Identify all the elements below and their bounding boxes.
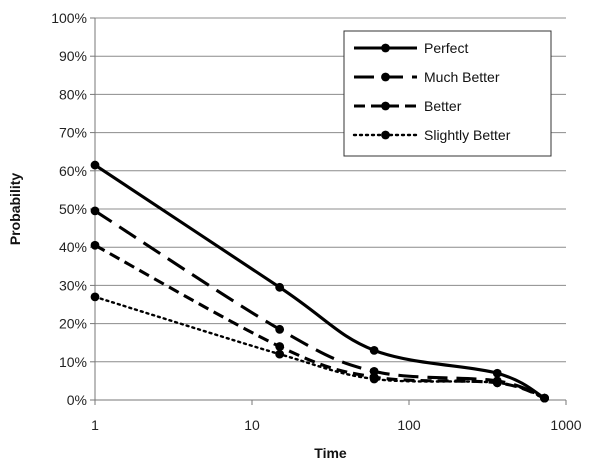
legend-marker-3 [381, 101, 390, 111]
x-tick-label: 1000 [550, 417, 581, 433]
series-4-point-4 [492, 378, 502, 388]
series-4-point-5 [540, 393, 549, 403]
y-axis-title: Probability [7, 173, 23, 246]
legend-marker-2 [381, 72, 390, 82]
legend-marker-4 [381, 130, 390, 140]
y-tick-label: 70% [59, 125, 87, 141]
legend: Perfect Much Better Better Slightly Better [343, 30, 552, 157]
y-tick-label: 100% [51, 10, 87, 26]
series-4-point-1 [90, 292, 100, 302]
y-tick-label: 20% [59, 316, 87, 332]
series-1-point-3 [369, 345, 379, 355]
series-lines [90, 160, 549, 403]
x-axis-title: Time [314, 445, 347, 461]
series-1-point-4 [492, 368, 502, 378]
y-tick-label: 40% [59, 239, 87, 255]
legend-label-4: Slightly Better [424, 127, 511, 143]
y-tick-label: 80% [59, 86, 87, 102]
x-tick-label: 100 [397, 417, 421, 433]
series-2-point-1 [90, 206, 100, 216]
y-tick-label: 0% [67, 392, 87, 408]
series-line-3 [94, 243, 546, 400]
y-tick-label: 30% [59, 277, 87, 293]
y-tick-label: 90% [59, 48, 87, 64]
series-1-point-2 [275, 282, 285, 292]
y-tick-label: 10% [59, 354, 87, 370]
series-4-point-3 [369, 374, 379, 384]
legend-label-1: Perfect [424, 40, 468, 56]
series-line-4 [93, 295, 546, 400]
series-2-point-2 [275, 324, 285, 334]
legend-label-2: Much Better [424, 69, 500, 85]
x-tick-label: 1 [91, 417, 99, 433]
y-tick-label: 60% [59, 163, 87, 179]
series-4-point-2 [275, 349, 285, 359]
x-tick-label: 10 [244, 417, 260, 433]
series-3-point-1 [90, 240, 100, 250]
series-3-point-2 [275, 342, 285, 351]
legend-marker-1 [381, 43, 390, 53]
y-tick-label: 50% [59, 201, 87, 217]
legend-label-3: Better [424, 98, 462, 114]
series-1-point-1 [90, 160, 100, 170]
